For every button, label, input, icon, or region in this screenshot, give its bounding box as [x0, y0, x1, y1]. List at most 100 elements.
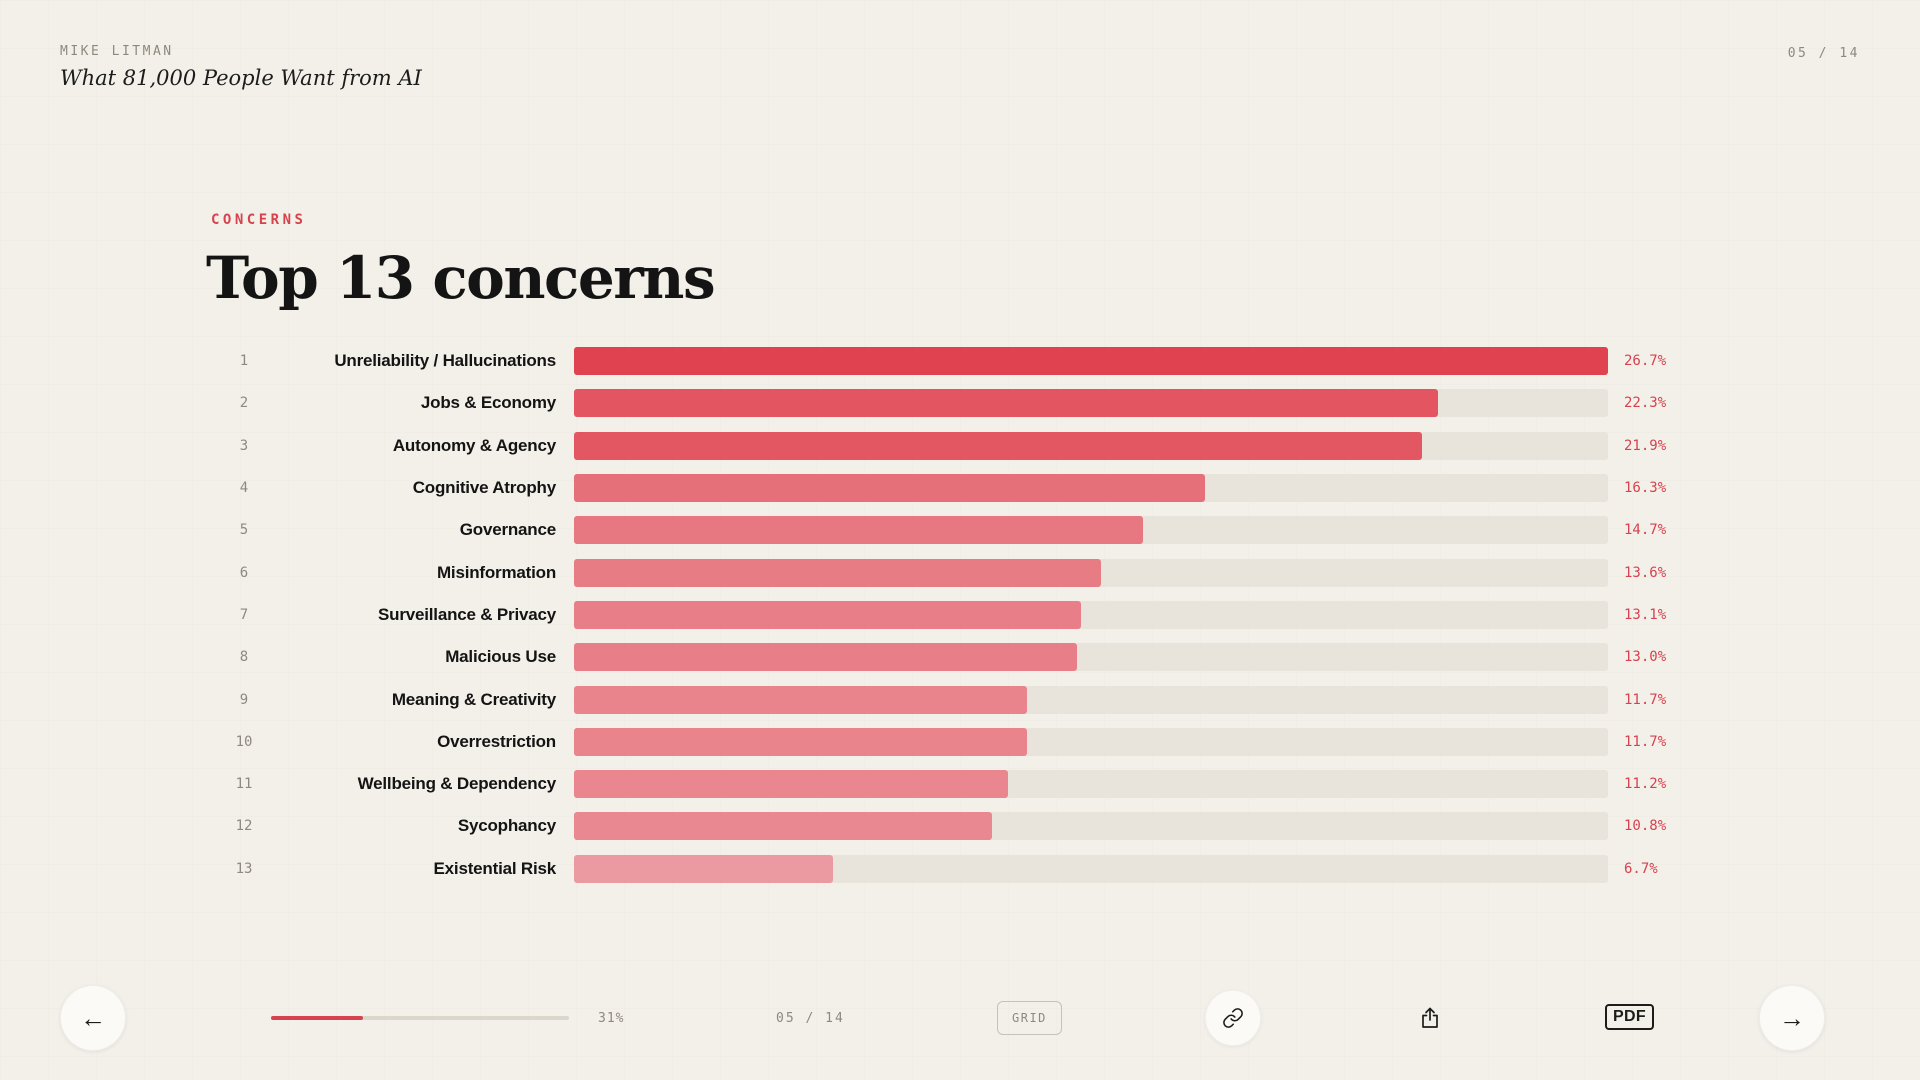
bar-track — [574, 600, 1608, 629]
row-label: Overrestriction — [437, 731, 556, 751]
bar-fill — [574, 727, 1028, 756]
bar-track — [574, 558, 1608, 587]
chart-row: 6 Misinformation 13.6% — [230, 551, 1692, 593]
bar-track — [574, 685, 1608, 714]
chart-row: 2 Jobs & Economy 22.3% — [230, 382, 1692, 424]
chart-row: 9 Meaning & Creativity 11.7% — [230, 678, 1692, 720]
row-label: Wellbeing & Dependency — [357, 774, 557, 794]
bar-track — [574, 770, 1608, 799]
next-slide-button[interactable]: → — [1759, 985, 1825, 1051]
row-label: Autonomy & Agency — [392, 435, 556, 455]
bar-track — [574, 812, 1608, 841]
bar-fill — [574, 770, 1008, 799]
chart-row: 13 Existential Risk 6.7% — [230, 848, 1692, 890]
bar-track — [574, 516, 1608, 545]
row-label: Malicious Use — [445, 647, 556, 667]
row-rank: 1 — [239, 353, 249, 370]
bar-fill — [574, 347, 1608, 376]
progress-percent-label: 31% — [598, 1011, 625, 1026]
chart-row: 10 Overrestriction 11.7% — [230, 721, 1692, 763]
row-label: Sycophancy — [457, 816, 556, 836]
chart-row: 8 Malicious Use 13.0% — [230, 636, 1692, 678]
link-icon — [1222, 1007, 1244, 1029]
page-indicator-top: 05 / 14 — [1787, 46, 1860, 61]
row-value: 26.7% — [1624, 353, 1667, 370]
row-value: 10.8% — [1624, 818, 1667, 835]
share-icon — [1418, 1006, 1442, 1030]
row-label: Meaning & Creativity — [391, 689, 556, 709]
chart-row: 4 Cognitive Atrophy 16.3% — [230, 467, 1692, 509]
pdf-export-button[interactable]: PDF — [1605, 1004, 1654, 1030]
row-label: Governance — [459, 520, 556, 540]
row-label: Unreliability / Hallucinations — [334, 351, 556, 371]
row-value: 11.7% — [1624, 733, 1667, 750]
row-label: Jobs & Economy — [420, 393, 556, 413]
bar-track — [574, 431, 1608, 460]
row-value: 16.3% — [1624, 480, 1667, 497]
row-label: Misinformation — [436, 562, 556, 582]
arrow-left-icon: ← — [80, 1002, 106, 1033]
progress-bar-fill — [271, 1016, 364, 1020]
bar-track — [574, 474, 1608, 503]
bar-fill — [574, 431, 1423, 460]
chart-row: 12 Sycophancy 10.8% — [230, 805, 1692, 847]
previous-slide-button[interactable]: ← — [60, 985, 126, 1051]
row-value: 13.6% — [1624, 564, 1667, 581]
row-value: 21.9% — [1624, 437, 1667, 454]
chart-row: 5 Governance 14.7% — [230, 509, 1692, 551]
header: MIKE LITMAN What 81,000 People Want from… — [60, 44, 422, 90]
bar-track — [574, 854, 1608, 883]
bar-fill — [574, 854, 834, 883]
row-rank: 2 — [239, 395, 249, 412]
grid-view-button[interactable]: GRID — [997, 1001, 1062, 1035]
bar-track — [574, 727, 1608, 756]
row-label: Existential Risk — [433, 858, 557, 878]
row-rank: 6 — [239, 564, 249, 581]
slide-kicker: CONCERNS — [211, 212, 307, 228]
slide-title: Top 13 concerns — [206, 244, 716, 312]
bar-fill — [574, 516, 1144, 545]
bar-fill — [574, 643, 1078, 672]
row-label: Surveillance & Privacy — [378, 604, 556, 624]
bar-fill — [574, 389, 1438, 418]
row-rank: 11 — [235, 776, 253, 793]
bar-fill — [574, 558, 1101, 587]
row-rank: 4 — [239, 480, 249, 497]
row-rank: 10 — [235, 733, 253, 750]
chart-rows: 1 Unreliability / Hallucinations 26.7% 2 Job… — [230, 340, 1692, 890]
row-value: 6.7% — [1624, 860, 1658, 877]
bar-fill — [574, 812, 993, 841]
progress-bar[interactable] — [271, 1016, 569, 1020]
row-rank: 9 — [239, 691, 249, 708]
row-rank: 12 — [235, 818, 253, 835]
row-value: 11.7% — [1624, 691, 1667, 708]
arrow-right-icon: → — [1779, 1002, 1805, 1033]
bar-track — [574, 643, 1608, 672]
copy-link-button[interactable] — [1205, 990, 1261, 1046]
bar-fill — [574, 474, 1206, 503]
bar-fill — [574, 600, 1082, 629]
row-rank: 5 — [239, 522, 249, 539]
row-value: 14.7% — [1624, 522, 1667, 539]
bar-track — [574, 389, 1608, 418]
row-value: 22.3% — [1624, 395, 1667, 412]
deck-title: What 81,000 People Want from AI — [60, 66, 422, 90]
row-value: 13.1% — [1624, 606, 1667, 623]
row-rank: 8 — [239, 649, 249, 666]
row-rank: 7 — [239, 606, 249, 623]
row-value: 13.0% — [1624, 649, 1667, 666]
bar-chart: 1 Unreliability / Hallucinations 26.7% 2 Job… — [230, 340, 1692, 890]
chart-row: 1 Unreliability / Hallucinations 26.7% — [230, 340, 1692, 382]
share-button[interactable] — [1414, 1002, 1446, 1034]
row-rank: 3 — [239, 437, 249, 454]
row-value: 11.2% — [1624, 776, 1667, 793]
bar-fill — [574, 685, 1028, 714]
page-indicator-bottom: 05 / 14 — [776, 1011, 845, 1026]
row-label: Cognitive Atrophy — [412, 478, 557, 498]
chart-row: 3 Autonomy & Agency 21.9% — [230, 425, 1692, 467]
bar-track — [574, 347, 1608, 376]
row-rank: 13 — [235, 860, 253, 877]
chart-row: 11 Wellbeing & Dependency 11.2% — [230, 763, 1692, 805]
author-name: MIKE LITMAN — [60, 44, 174, 59]
